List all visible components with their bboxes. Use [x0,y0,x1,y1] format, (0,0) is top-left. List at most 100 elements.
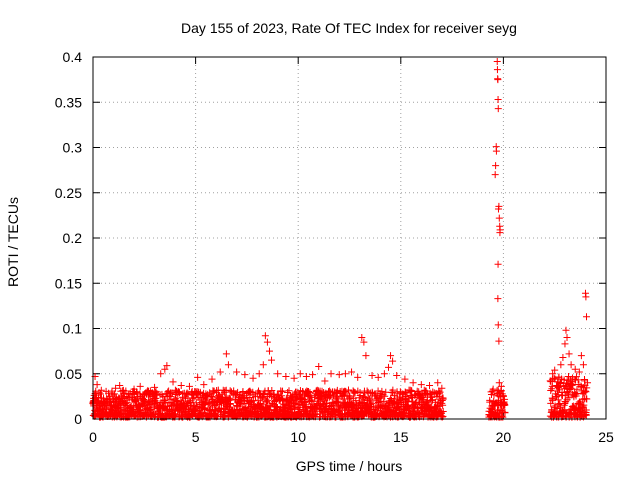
data-point [583,313,591,321]
data-point [419,396,427,404]
data-point [279,387,287,395]
data-point [573,385,581,393]
data-point [359,392,367,400]
data-point [494,76,502,84]
data-point [436,388,444,396]
data-point [96,390,104,398]
data-point [130,385,138,393]
data-point [268,356,276,364]
data-point [494,260,502,268]
data-point [393,372,401,380]
data-point [335,371,343,379]
chart-title: Day 155 of 2023, Rate Of TEC Index for r… [181,20,517,36]
data-point [554,396,562,404]
data-point [90,411,98,419]
data-point [429,388,437,396]
data-point [130,412,138,420]
data-point [249,374,257,382]
data-point [571,365,579,373]
data-point [495,337,503,345]
data-point [582,406,590,414]
data-point [577,352,585,360]
data-point [567,361,575,369]
data-point [368,400,376,408]
data-point [439,401,447,409]
data-point [216,368,224,376]
data-point [255,370,263,378]
data-point [122,399,130,407]
data-point [133,389,141,397]
x-tick-label: 25 [598,429,614,445]
data-point [354,373,362,381]
data-point [561,340,569,348]
data-point [99,396,107,404]
data-point [549,370,557,378]
y-tick-label: 0.15 [55,275,82,291]
data-point [263,338,271,346]
data-point [233,368,241,376]
data-point [352,397,360,405]
data-point [571,390,579,398]
x-tick-label: 10 [290,429,306,445]
data-point [405,405,413,413]
data-point [582,411,590,419]
data-point [321,377,329,385]
data-point [380,370,388,378]
data-point [581,387,589,395]
data-point [360,338,368,346]
data-point [241,371,249,379]
data-point [559,353,567,361]
data-point [168,389,176,397]
y-tick-label: 0 [74,411,82,427]
data-point [364,394,372,402]
data-point [374,373,382,381]
data-point [387,352,395,360]
data-point [259,361,267,369]
data-point [226,394,234,402]
data-point [560,401,568,409]
data-point [389,357,397,365]
data-point [372,405,380,413]
data-point [500,400,508,408]
data-point [175,389,183,397]
data-point [309,371,317,379]
data-point [409,379,417,387]
data-point [563,334,571,342]
y-axis-label: ROTI / TECUs [5,197,21,287]
data-point [157,370,165,378]
data-point [557,361,565,369]
data-point [434,379,442,387]
data-point [358,334,366,342]
data-point [547,387,555,395]
data-point [565,394,573,402]
data-point [493,58,501,66]
data-point [122,387,130,395]
data-point [292,396,300,404]
data-point [222,350,230,358]
y-tick-label: 0.4 [63,49,83,65]
data-point [579,361,587,369]
data-point [325,393,333,401]
data-point [494,96,502,104]
data-point [548,394,556,402]
data-point [551,366,559,374]
data-point [492,162,500,170]
x-axis-label: GPS time / hours [296,458,403,474]
data-point [494,105,502,113]
data-point [384,363,392,371]
x-tick-label: 5 [192,429,200,445]
data-point [261,332,269,340]
data-point [345,395,353,403]
data-point [495,214,503,222]
data-point [389,386,397,394]
data-point [194,373,202,381]
data-point [344,386,352,394]
data-point [575,368,583,376]
data-point [177,382,185,390]
data-point [95,389,103,397]
data-point [417,381,425,389]
data-point [367,398,375,406]
data-point [362,352,370,360]
data-point [282,372,290,380]
data-point [233,405,241,413]
